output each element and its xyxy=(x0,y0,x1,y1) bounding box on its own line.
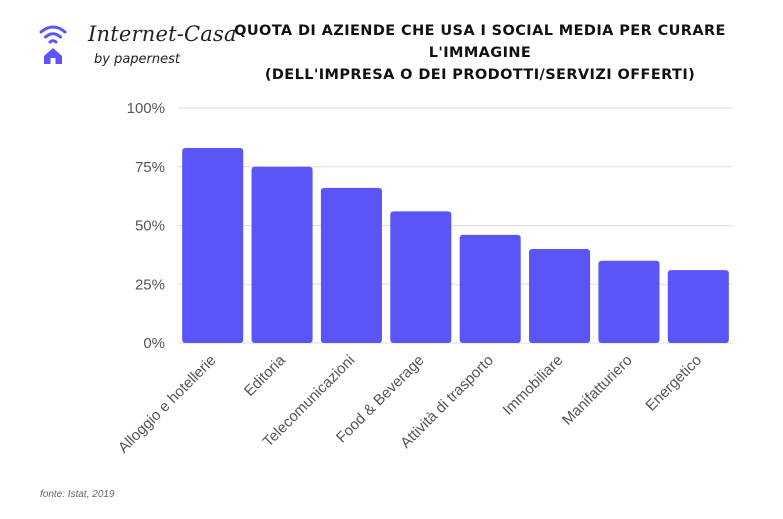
bars xyxy=(182,147,729,343)
bar xyxy=(459,234,521,343)
chart-title: QUOTA DI AZIENDE CHE USA I SOCIAL MEDIA … xyxy=(210,20,750,86)
bar xyxy=(390,211,452,343)
bar xyxy=(251,166,313,343)
chart-title-line: QUOTA DI AZIENDE CHE USA I SOCIAL MEDIA … xyxy=(234,23,726,39)
wifi-home-icon xyxy=(39,25,67,64)
y-tick-label: 50% xyxy=(135,218,165,235)
y-tick-label: 75% xyxy=(135,159,165,176)
x-tick-label: Immobiliare xyxy=(500,352,567,419)
y-axis-ticks: 0% 25% 50% 75% 100% xyxy=(127,100,165,352)
y-tick-label: 0% xyxy=(143,335,165,352)
brand-tagline: by papernest xyxy=(94,52,180,67)
brand-logo: Internet-Casa by papernest xyxy=(34,14,237,74)
bar xyxy=(320,187,382,343)
x-tick-label: Alloggio e hotellerie xyxy=(115,352,220,457)
bar xyxy=(598,260,660,343)
chart-title-line: L'IMMAGINE xyxy=(428,45,532,61)
bar xyxy=(667,270,729,343)
x-tick-label: Editoria xyxy=(241,351,289,399)
source-note: fonte: Istat, 2019 xyxy=(40,489,115,500)
x-tick-label: Energetico xyxy=(642,352,705,415)
brand-name: Internet-Casa xyxy=(88,22,237,46)
x-axis-labels: Alloggio e hotellerie EditoriaTelecomunic… xyxy=(115,351,705,456)
y-tick-label: 100% xyxy=(127,100,165,117)
bar xyxy=(529,249,591,343)
bar xyxy=(182,147,244,343)
x-tick-label: Manifatturiero xyxy=(559,352,636,429)
y-tick-label: 25% xyxy=(135,276,165,293)
chart-title-line: (DELL'IMPRESA O DEI PRODOTTI/SERVIZI OFF… xyxy=(264,67,696,83)
